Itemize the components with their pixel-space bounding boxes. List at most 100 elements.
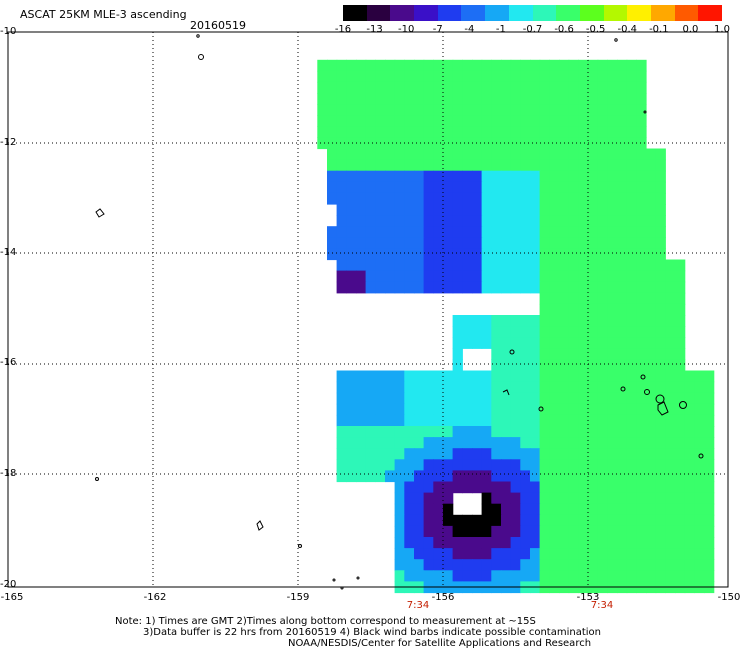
swath-cell <box>530 259 541 272</box>
swath-cell <box>394 248 405 261</box>
swath-cell <box>336 115 347 127</box>
swath-cell <box>578 348 589 360</box>
swath-cell <box>356 93 367 105</box>
swath-cell <box>578 126 589 138</box>
swath-cell <box>452 514 463 527</box>
swath-cell <box>539 303 550 316</box>
swath-cell <box>346 93 357 105</box>
swath-cell <box>617 170 628 183</box>
swath-cell <box>520 403 531 416</box>
swath-cell <box>578 137 589 150</box>
swath-cell <box>539 181 550 194</box>
swath-cell <box>365 437 376 449</box>
swath-cell <box>394 414 405 427</box>
swath-cell <box>530 459 541 471</box>
swath-cell <box>472 326 483 338</box>
swath-cell <box>675 481 686 494</box>
swath-cell <box>607 148 618 161</box>
swath-cell <box>578 81 589 94</box>
swath-cell <box>530 448 541 460</box>
swath-cell <box>578 181 589 194</box>
swath-cell <box>452 159 463 172</box>
swath-cell <box>462 204 473 216</box>
swath-cell <box>578 270 589 283</box>
swath-cell <box>462 81 473 94</box>
swath-cell <box>549 403 560 416</box>
swath-cell <box>636 448 647 460</box>
swath-cell <box>346 181 357 194</box>
swath-cell <box>336 192 347 205</box>
swath-cell <box>520 548 531 560</box>
swath-cell <box>491 115 502 127</box>
swath-cell <box>356 370 367 383</box>
swath-cell <box>481 381 492 394</box>
swath-cell <box>346 459 357 471</box>
swath-cell <box>665 281 676 294</box>
swath-cell <box>510 259 521 272</box>
swath-cell <box>462 481 473 494</box>
swath-cell <box>520 392 531 405</box>
swath-cell <box>365 104 376 116</box>
swath-cell <box>549 459 560 471</box>
swath-cell <box>530 237 541 249</box>
swath-cell <box>404 70 415 83</box>
color-scale-tick-label: -1 <box>495 24 506 35</box>
swath-cell <box>588 237 599 249</box>
swath-cell <box>423 148 434 161</box>
swath-cell <box>433 137 444 150</box>
swath-cell <box>636 192 647 205</box>
swath-cell <box>520 381 531 394</box>
color-scale-swatch <box>650 5 675 21</box>
swath-cell <box>597 570 608 582</box>
swath-cell <box>510 137 521 150</box>
swath-cell <box>443 426 454 438</box>
swath-cell <box>568 492 579 505</box>
swath-cell <box>588 70 599 83</box>
island <box>332 578 336 582</box>
swath-cell <box>597 81 608 94</box>
swath-cell <box>375 104 386 116</box>
swath-cell <box>356 59 367 72</box>
swath-cell <box>433 70 444 83</box>
swath-cell <box>472 237 483 249</box>
swath-cell <box>462 148 473 161</box>
swath-cell <box>365 204 376 216</box>
swath-cell <box>704 514 715 527</box>
swath-cell <box>578 70 589 83</box>
swath-cell <box>452 59 463 72</box>
lat-label: -12 <box>0 137 17 148</box>
swath-cell <box>559 215 570 227</box>
swath-cell <box>336 81 347 94</box>
swath-cell <box>684 437 695 449</box>
swath-cell <box>684 426 695 438</box>
swath-cell <box>597 326 608 338</box>
swath-cell <box>626 126 637 138</box>
swath-cell <box>394 115 405 127</box>
swath-cell <box>617 392 628 405</box>
swath-cell <box>433 481 444 494</box>
swath-cell <box>346 81 357 94</box>
swath-cell <box>636 492 647 505</box>
swath-cell <box>443 459 454 471</box>
swath-cell <box>520 104 531 116</box>
swath-cell <box>675 570 686 582</box>
swath-cell <box>481 426 492 438</box>
swath-cell <box>481 525 492 538</box>
swath-cell <box>607 248 618 261</box>
swath-cell <box>491 337 502 349</box>
swath-cell <box>404 137 415 150</box>
swath-cell <box>588 259 599 272</box>
swath-cell <box>501 470 512 483</box>
swath-cell <box>356 259 367 272</box>
swath-cell <box>423 192 434 205</box>
swath-cell <box>385 204 396 216</box>
swath-cell <box>694 514 705 527</box>
swath-cell <box>501 192 512 205</box>
swath-cell <box>626 148 637 161</box>
swath-cell <box>501 459 512 471</box>
swath-cell <box>385 437 396 449</box>
swath-cell <box>559 470 570 483</box>
swath-cell <box>617 337 628 349</box>
swath-cell <box>549 70 560 83</box>
swath-cell <box>510 226 521 238</box>
